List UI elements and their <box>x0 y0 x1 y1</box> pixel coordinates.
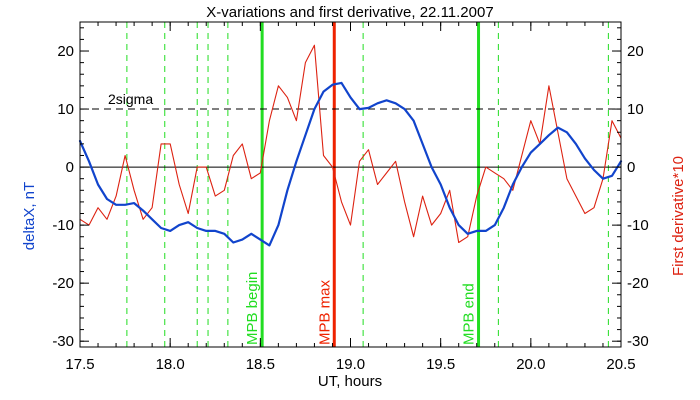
x-tick-label: 19.0 <box>336 356 365 373</box>
y-tick-label-left: 0 <box>66 159 74 176</box>
y-tick-label-right: 10 <box>627 101 644 118</box>
x-tick-label: 20.5 <box>606 356 635 373</box>
y-tick-label-right: 20 <box>627 43 644 60</box>
x-tick-label: 20.0 <box>516 356 545 373</box>
series-line-deltax <box>78 81 623 247</box>
marker-label: MPB end <box>461 283 478 345</box>
x-tick-label: 18.5 <box>246 356 275 373</box>
y-tick-label-right: -30 <box>627 333 649 350</box>
y-tick-label-right: -20 <box>627 275 649 292</box>
x-axis-label: UT, hours <box>318 373 382 390</box>
y-tick-label-right: 0 <box>627 159 635 176</box>
reference-lines <box>80 108 621 168</box>
threshold-label: 2sigma <box>108 91 153 107</box>
y-tick-label-left: -10 <box>52 217 74 234</box>
y-tick-label-left: 10 <box>57 101 74 118</box>
y-tick-label-left: -20 <box>52 275 74 292</box>
vertical-markers: MPB begin MPB max MPB end <box>126 22 609 347</box>
chart-title: X-variations and first derivative, 22.11… <box>206 4 493 21</box>
x-tick-label: 18.0 <box>156 356 185 373</box>
marker-label: MPB begin <box>244 272 261 345</box>
marker-label: MPB max <box>316 279 333 345</box>
y-tick-label-right: -10 <box>627 217 649 234</box>
y-axis-label-right: First derivative*10 <box>670 156 687 276</box>
series-layer <box>78 44 623 247</box>
x-tick-label: 17.5 <box>65 356 94 373</box>
series-line-derivative <box>79 44 622 244</box>
x-tick-label: 19.5 <box>426 356 455 373</box>
y-tick-label-left: 20 <box>57 43 74 60</box>
axes: 17.5 18.0 18.5 19.0 19.5 20.0 20.5 -30 -30 -20 -20… <box>52 22 649 373</box>
y-axis-label-left: deltaX, nT <box>21 182 38 250</box>
y-tick-label-left: -30 <box>52 333 74 350</box>
